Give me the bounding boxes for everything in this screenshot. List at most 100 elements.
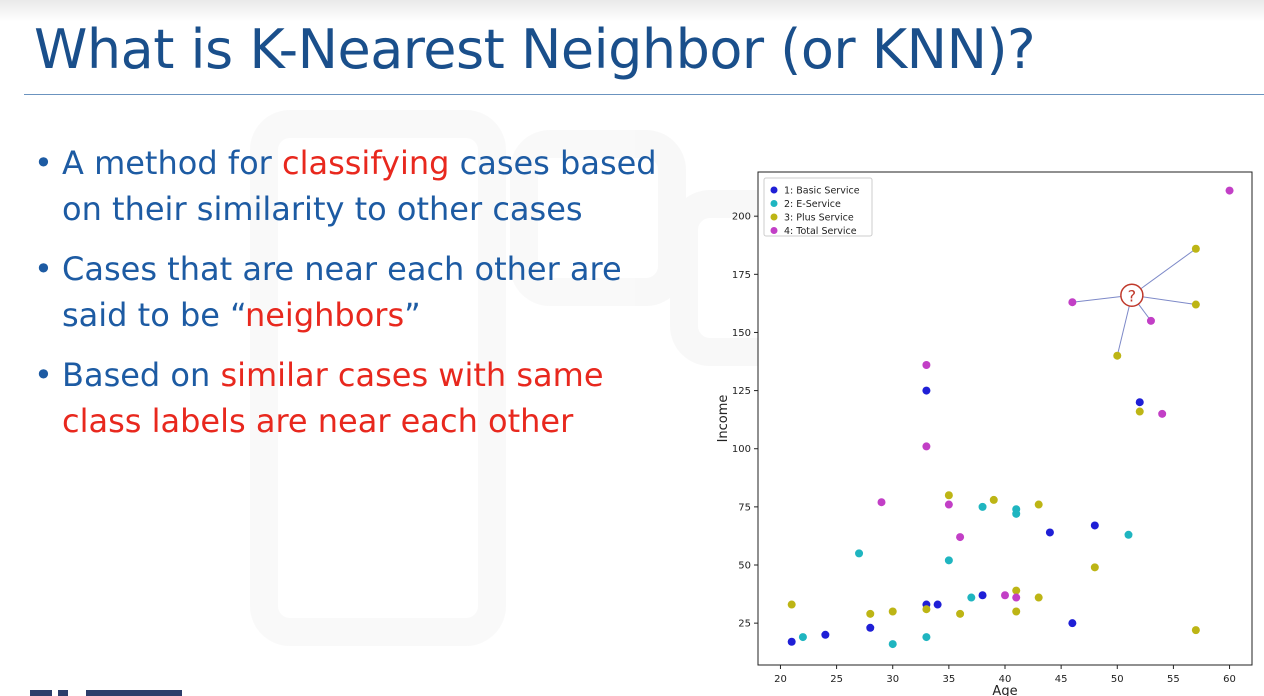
data-point bbox=[1135, 398, 1144, 407]
x-tick-label: 40 bbox=[999, 674, 1012, 685]
bullet-dot: • bbox=[34, 144, 53, 182]
legend-marker bbox=[770, 186, 778, 194]
data-point bbox=[944, 500, 953, 509]
y-axis-label: Income bbox=[716, 395, 731, 443]
data-point bbox=[967, 593, 976, 602]
x-tick-label: 50 bbox=[1111, 674, 1124, 685]
data-point bbox=[1135, 407, 1144, 416]
y-tick-label: 200 bbox=[732, 212, 751, 223]
legend-marker bbox=[770, 200, 778, 207]
plot-area bbox=[757, 171, 1253, 666]
legend-label: 1: Basic Service bbox=[784, 186, 860, 197]
legend-label: 3: Plus Service bbox=[784, 213, 854, 224]
x-tick-label: 45 bbox=[1055, 674, 1068, 685]
legend-label: 2: E-Service bbox=[784, 199, 841, 210]
data-point bbox=[944, 491, 953, 500]
data-point bbox=[1012, 586, 1021, 595]
x-tick-label: 20 bbox=[774, 674, 787, 685]
data-point bbox=[922, 442, 931, 451]
data-point bbox=[1225, 186, 1234, 195]
data-point bbox=[978, 591, 987, 600]
footer-logo bbox=[30, 686, 190, 696]
data-point bbox=[1090, 521, 1099, 530]
data-point bbox=[855, 549, 864, 558]
data-point bbox=[933, 600, 942, 609]
bullet-text: A method for bbox=[62, 144, 282, 182]
bullet-highlight-text: neighbors bbox=[244, 296, 405, 334]
data-point bbox=[888, 607, 897, 616]
bullet-text: Based on bbox=[62, 356, 221, 394]
legend-marker bbox=[770, 213, 778, 221]
x-tick-label: 55 bbox=[1167, 674, 1180, 685]
data-point bbox=[888, 640, 897, 649]
y-tick-label: 175 bbox=[732, 270, 751, 281]
data-point bbox=[989, 495, 998, 504]
data-point bbox=[1012, 607, 1021, 616]
data-point bbox=[944, 556, 953, 565]
data-point bbox=[1090, 563, 1099, 572]
data-point bbox=[1068, 298, 1077, 307]
y-tick-label: 100 bbox=[732, 444, 751, 455]
legend-label: 4: Total Service bbox=[784, 226, 857, 237]
data-point bbox=[866, 609, 875, 618]
bullet-highlight-text: similar cases with same class labels are… bbox=[62, 356, 604, 440]
query-point-label: ? bbox=[1128, 286, 1137, 305]
y-tick-label: 25 bbox=[738, 619, 751, 630]
y-tick-label: 150 bbox=[732, 328, 751, 339]
bullet-list: • A method for classifying cases based on… bbox=[32, 140, 692, 458]
bullet-dot: • bbox=[34, 250, 53, 288]
data-point bbox=[821, 630, 830, 639]
y-tick-label: 75 bbox=[738, 502, 751, 513]
data-point bbox=[1191, 244, 1200, 253]
data-point bbox=[1045, 528, 1054, 537]
data-point bbox=[1034, 593, 1043, 602]
data-point bbox=[922, 633, 931, 642]
query-point-circle bbox=[1120, 283, 1144, 307]
slide-title: What is K-Nearest Neighbor (or KNN)? bbox=[34, 18, 1036, 81]
data-point bbox=[866, 623, 875, 632]
data-point bbox=[922, 605, 931, 614]
x-tick-label: 30 bbox=[886, 674, 899, 685]
data-point bbox=[1191, 626, 1200, 635]
bullet-text: Cases that are near each other are said … bbox=[62, 250, 622, 334]
data-point bbox=[1068, 619, 1077, 628]
data-point bbox=[787, 600, 796, 609]
bullet-text: ” bbox=[404, 296, 421, 334]
scatter-plot-svg: 20 25 30 35 40 45 50 55 60 25 50 75 100 125 150 175 200 A… bbox=[716, 171, 1253, 696]
x-tick-label: 25 bbox=[830, 674, 843, 685]
neighbor-line bbox=[1131, 248, 1197, 296]
bullet-item: • Cases that are near each other are said… bbox=[32, 246, 692, 338]
bullet-dot: • bbox=[34, 356, 53, 394]
legend-marker bbox=[770, 227, 778, 234]
data-point bbox=[922, 386, 931, 395]
x-axis-label: Age bbox=[992, 684, 1017, 696]
legend-box bbox=[763, 177, 873, 237]
bullet-item: • Based on similar cases with same class … bbox=[32, 352, 692, 444]
data-point bbox=[1001, 591, 1009, 600]
data-point bbox=[1012, 505, 1021, 514]
data-point bbox=[978, 502, 987, 511]
data-point bbox=[1146, 316, 1155, 325]
data-point bbox=[1158, 409, 1167, 418]
data-point bbox=[956, 609, 965, 618]
data-point bbox=[787, 637, 796, 646]
data-point bbox=[922, 361, 931, 370]
y-tick-label: 125 bbox=[732, 386, 751, 397]
bullet-item: • A method for classifying cases based on… bbox=[32, 140, 692, 232]
data-point bbox=[956, 533, 965, 542]
y-tick-label: 50 bbox=[738, 561, 751, 572]
data-point bbox=[1113, 351, 1122, 360]
bullet-highlight-text: classifying bbox=[281, 144, 450, 182]
data-point bbox=[798, 633, 807, 642]
data-point bbox=[1191, 300, 1200, 309]
x-tick-label: 35 bbox=[942, 674, 955, 685]
data-point bbox=[1124, 530, 1133, 539]
data-point bbox=[1012, 593, 1021, 602]
title-divider bbox=[24, 94, 1264, 95]
knn-scatter-chart: 20 25 30 35 40 45 50 55 60 25 50 75 100 125 150 175 200 A… bbox=[708, 160, 1264, 696]
data-point bbox=[877, 498, 886, 507]
bullet-text: cases based on their similarity to other… bbox=[62, 144, 657, 228]
x-tick-label: 60 bbox=[1223, 674, 1236, 685]
top-fade bbox=[0, 0, 1264, 22]
data-point bbox=[1034, 500, 1043, 509]
